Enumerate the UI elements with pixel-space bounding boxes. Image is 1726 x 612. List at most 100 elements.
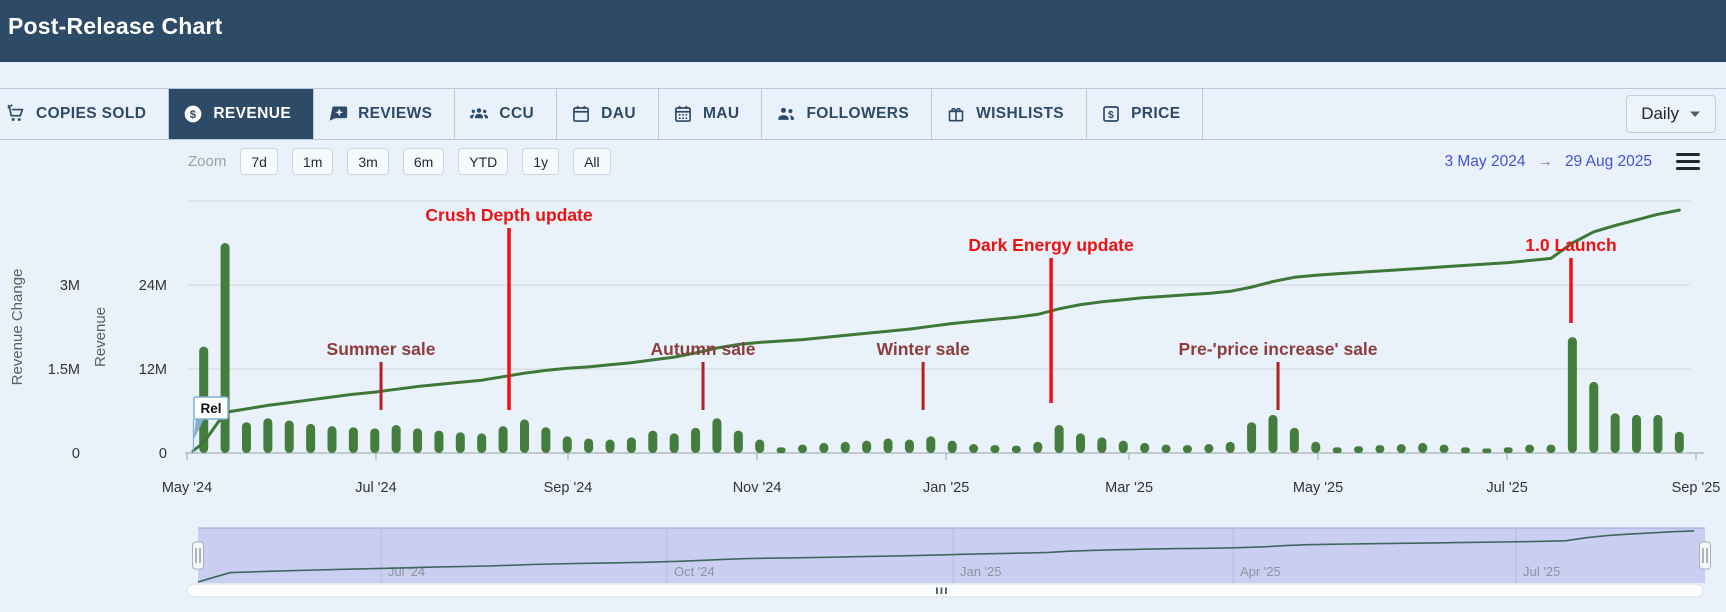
zoom-button-all[interactable]: All — [573, 148, 611, 175]
zoom-button-7d[interactable]: 7d — [240, 148, 278, 175]
zoom-button-6m[interactable]: 6m — [402, 148, 445, 175]
bar-week-4[interactable] — [284, 420, 294, 453]
bar-week-2[interactable] — [241, 422, 251, 453]
bar-week-1[interactable] — [220, 243, 230, 453]
tab-reviews[interactable]: REVIEWS — [314, 89, 456, 139]
bar-week-48[interactable] — [1225, 441, 1235, 453]
bar-week-55[interactable] — [1375, 445, 1385, 453]
tab-revenue[interactable]: $ REVENUE — [169, 89, 315, 139]
tab-price[interactable]: $ PRICE — [1087, 89, 1204, 139]
bar-week-54[interactable] — [1354, 446, 1364, 453]
bar-week-16[interactable] — [541, 427, 551, 453]
bar-week-64[interactable] — [1567, 337, 1577, 453]
bar-week-31[interactable] — [862, 440, 872, 453]
bar-week-22[interactable] — [669, 433, 679, 453]
bar-week-27[interactable] — [776, 447, 786, 453]
bar-week-45[interactable] — [1161, 444, 1171, 453]
bar-week-49[interactable] — [1247, 422, 1257, 453]
bar-week-51[interactable] — [1289, 427, 1299, 453]
scrollbar-grip-icon[interactable] — [940, 587, 943, 595]
bar-week-46[interactable] — [1182, 445, 1192, 453]
range-from-date[interactable]: 3 May 2024 — [1444, 152, 1526, 170]
tab-copies-sold[interactable]: COPIES SOLD — [0, 89, 170, 139]
bar-week-43[interactable] — [1118, 440, 1128, 453]
bar-week-14[interactable] — [498, 426, 508, 453]
tab-wishlists[interactable]: WISHLISTS — [932, 89, 1088, 139]
bar-week-52[interactable] — [1311, 441, 1321, 453]
bar-week-53[interactable] — [1332, 447, 1342, 453]
frequency-select[interactable]: Daily — [1626, 95, 1716, 133]
bar-week-7[interactable] — [348, 427, 358, 453]
bar-week-32[interactable] — [883, 438, 893, 453]
bar-week-12[interactable] — [455, 432, 465, 453]
bar-week-11[interactable] — [434, 430, 444, 453]
release-flag[interactable]: Rel — [192, 396, 229, 453]
bar-week-60[interactable] — [1482, 448, 1492, 453]
release-flag-label: Rel — [200, 401, 221, 416]
bar-week-18[interactable] — [584, 438, 594, 453]
bar-week-59[interactable] — [1460, 447, 1470, 453]
scrollbar-grip-icon[interactable] — [945, 587, 947, 595]
bar-week-47[interactable] — [1204, 444, 1214, 453]
navigator-handle-left[interactable] — [192, 541, 204, 570]
bar-week-40[interactable] — [1054, 425, 1064, 453]
bar-week-33[interactable] — [904, 439, 914, 453]
range-to-date[interactable]: 29 Aug 2025 — [1564, 152, 1652, 170]
zoom-button-1m[interactable]: 1m — [291, 148, 334, 175]
bar-week-10[interactable] — [413, 428, 423, 453]
bar-week-56[interactable] — [1396, 444, 1406, 453]
bar-week-6[interactable] — [327, 426, 337, 453]
bar-week-8[interactable] — [370, 428, 380, 453]
bar-week-62[interactable] — [1525, 444, 1535, 453]
bar-week-26[interactable] — [755, 439, 765, 453]
tab-followers[interactable]: FOLLOWERS — [762, 89, 933, 139]
scrollbar-grip-icon[interactable] — [936, 587, 938, 595]
bar-week-68[interactable] — [1653, 414, 1663, 453]
bar-week-67[interactable] — [1632, 414, 1642, 453]
navigator-handle-right[interactable] — [1699, 541, 1711, 570]
x-tick-label: Nov '24 — [733, 480, 782, 496]
bar-week-30[interactable] — [840, 441, 850, 453]
bar-week-13[interactable] — [477, 433, 487, 453]
zoom-button-1y[interactable]: 1y — [522, 148, 560, 175]
bar-week-17[interactable] — [562, 436, 572, 453]
bar-week-23[interactable] — [691, 427, 701, 453]
bar-week-41[interactable] — [1076, 433, 1086, 453]
bar-week-61[interactable] — [1503, 447, 1513, 453]
bar-week-50[interactable] — [1268, 414, 1278, 453]
bar-week-21[interactable] — [648, 430, 658, 453]
bar-week-65[interactable] — [1589, 381, 1599, 453]
hamburger-menu-icon[interactable] — [1674, 150, 1702, 174]
zoom-button-ytd[interactable]: YTD — [458, 148, 509, 175]
bar-week-24[interactable] — [712, 418, 722, 453]
bar-week-42[interactable] — [1097, 437, 1107, 453]
navigator-band[interactable] — [198, 528, 1705, 583]
zoom-button-3m[interactable]: 3m — [347, 148, 389, 175]
bar-week-20[interactable] — [626, 437, 636, 453]
gridlines — [187, 200, 1690, 370]
tab-dau[interactable]: DAU — [557, 89, 659, 139]
bar-week-57[interactable] — [1418, 442, 1428, 453]
bar-week-39[interactable] — [1033, 441, 1043, 453]
bar-week-3[interactable] — [263, 418, 273, 453]
bar-week-58[interactable] — [1439, 444, 1449, 453]
bar-week-36[interactable] — [969, 444, 979, 453]
bar-week-66[interactable] — [1610, 413, 1620, 453]
bar-week-29[interactable] — [819, 442, 829, 453]
bar-week-44[interactable] — [1140, 442, 1150, 453]
y-tick-revenue: 0 — [159, 446, 167, 462]
bar-week-28[interactable] — [797, 444, 807, 453]
tab-mau[interactable]: MAU — [659, 89, 763, 139]
tab-ccu[interactable]: CCU — [455, 89, 558, 139]
bar-week-5[interactable] — [306, 423, 316, 453]
bar-week-9[interactable] — [391, 425, 401, 453]
bar-week-38[interactable] — [1011, 445, 1021, 453]
bar-week-25[interactable] — [733, 430, 743, 453]
bar-week-69[interactable] — [1674, 431, 1684, 453]
bar-week-35[interactable] — [947, 440, 957, 453]
bar-week-15[interactable] — [519, 419, 529, 453]
bar-week-37[interactable] — [990, 445, 1000, 453]
bar-week-19[interactable] — [605, 439, 615, 453]
bar-week-34[interactable] — [926, 436, 936, 453]
bar-week-63[interactable] — [1546, 444, 1556, 453]
